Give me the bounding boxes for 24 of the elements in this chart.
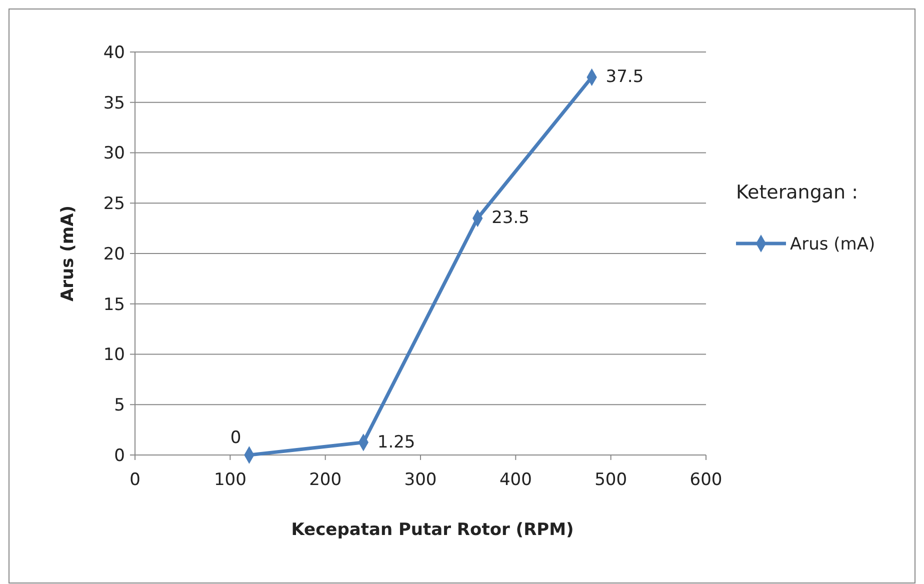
x-tick-label: 0 <box>130 470 140 490</box>
y-tick-label: 35 <box>103 93 125 114</box>
y-tick-label: 0 <box>114 446 125 466</box>
x-tick-label: 200 <box>309 470 342 490</box>
data-label: 1.25 <box>377 432 416 452</box>
y-tick-label: 5 <box>114 396 125 416</box>
y-tick-label: 25 <box>103 194 125 214</box>
x-tick-label: 400 <box>499 470 532 490</box>
legend-label: Arus (mA) <box>790 234 876 254</box>
y-tick-label: 10 <box>103 345 125 366</box>
y-tick-label: 15 <box>103 294 125 315</box>
y-tick-label: 20 <box>103 244 125 264</box>
x-axis-title: Kecepatan Putar Rotor (RPM) <box>291 520 574 540</box>
data-label: 37.5 <box>606 67 644 88</box>
data-label: 23.5 <box>492 208 530 228</box>
y-tick-label: 40 <box>103 42 125 63</box>
data-label: 0 <box>230 428 242 448</box>
legend-title: Keterangan : <box>736 182 858 204</box>
y-tick-label: 30 <box>103 144 125 164</box>
x-tick-label: 500 <box>594 470 628 490</box>
x-tick-label: 600 <box>690 470 722 490</box>
x-tick-label: 300 <box>404 470 437 490</box>
x-tick-label: 100 <box>214 470 246 490</box>
y-axis-title: Arus (mA) <box>58 205 78 302</box>
